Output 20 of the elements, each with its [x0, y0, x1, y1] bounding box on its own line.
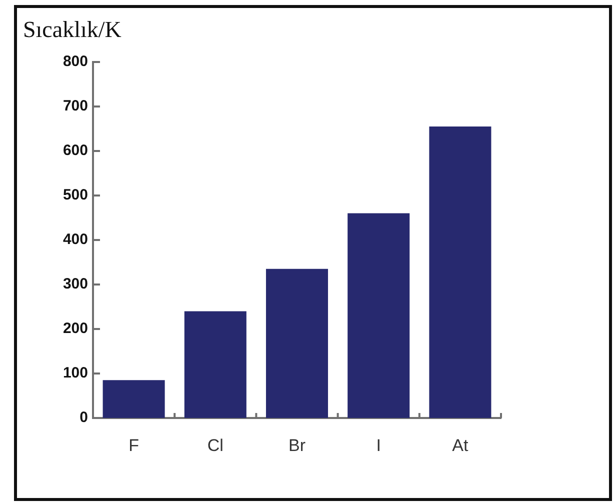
x-tick-label: I: [376, 436, 381, 455]
x-tick-label: At: [452, 436, 469, 455]
x-tick-label: Br: [288, 436, 306, 455]
y-tick-label: 600: [62, 142, 88, 160]
bar: [266, 268, 328, 418]
y-tick-label: 200: [62, 320, 88, 338]
bar: [184, 311, 246, 418]
y-tick-label: 300: [62, 276, 88, 293]
x-tick-label: Cl: [207, 436, 224, 455]
bar: [348, 213, 410, 418]
y-tick-label: 100: [62, 364, 88, 382]
y-tick-label: 500: [62, 186, 88, 204]
bar: [429, 126, 492, 418]
y-tick-label: 800: [62, 53, 88, 70]
bar: [102, 380, 165, 418]
y-tick-label: 700: [62, 98, 88, 115]
y-tick-label: 0: [80, 409, 88, 426]
x-tick-label: F: [128, 436, 139, 455]
y-tick-label: 400: [62, 231, 88, 248]
y-axis-title: Sıcaklık/K: [23, 17, 122, 43]
